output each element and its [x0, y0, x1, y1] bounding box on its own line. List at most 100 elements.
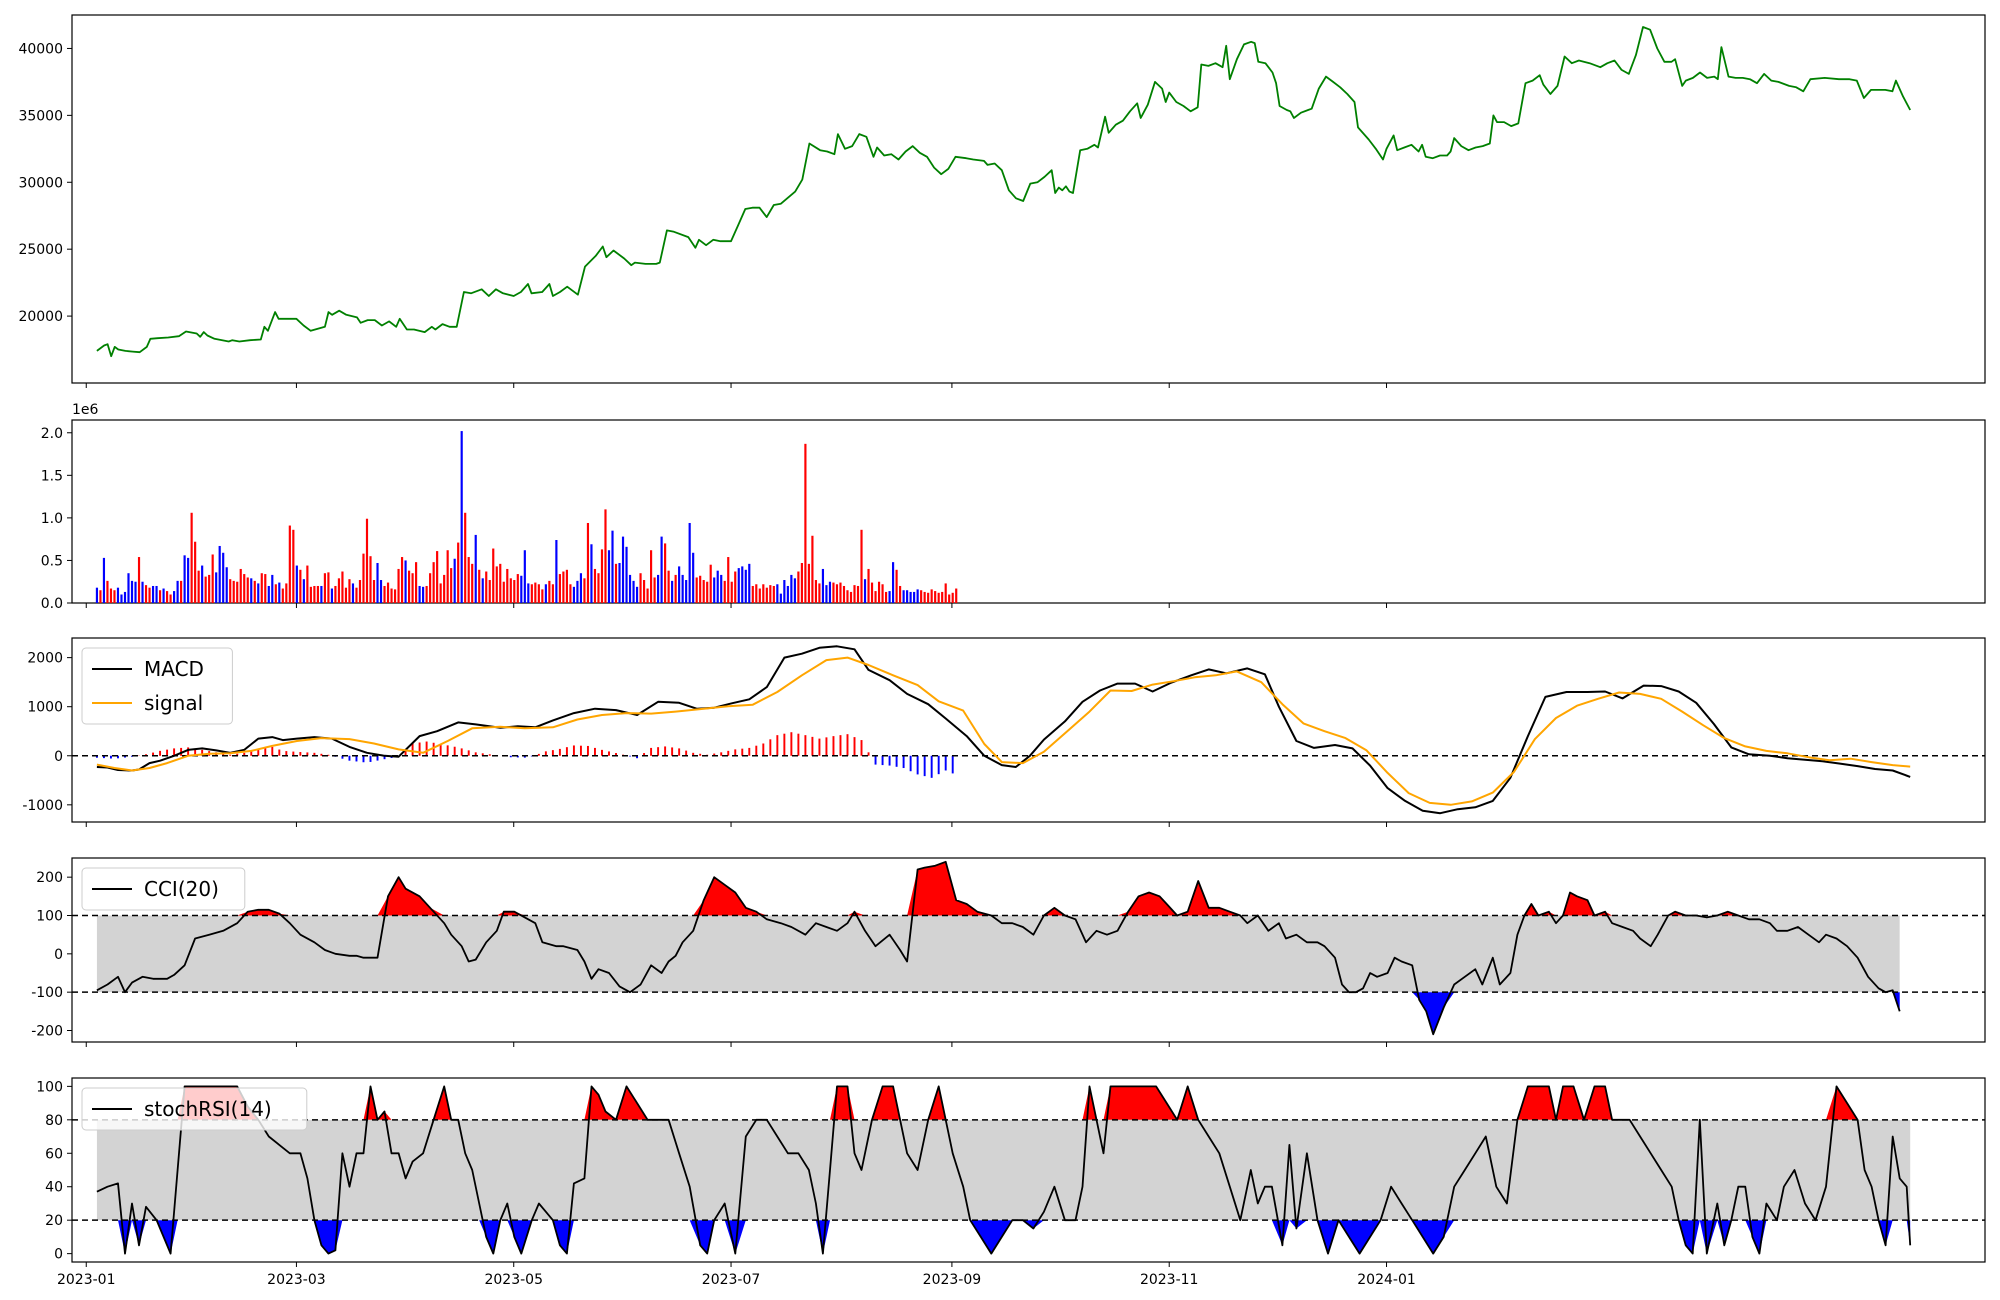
volume-bar [137, 557, 141, 603]
volume-bar [341, 571, 344, 603]
volume-bar [579, 573, 583, 603]
volume-y-tick-label: 1.0 [41, 511, 63, 527]
volume-bar [607, 550, 611, 603]
volume-bar [611, 530, 614, 603]
volume-bar [811, 535, 814, 603]
macd-histogram-bar [362, 755, 365, 763]
cci-y-tick-label: -200 [31, 1024, 63, 1040]
macd-histogram-bar [650, 747, 653, 756]
volume-bar [520, 575, 523, 603]
volume-bar [429, 573, 432, 603]
volume-bar [355, 587, 358, 603]
macd-histogram-bar [425, 741, 428, 756]
volume-bar [313, 585, 316, 603]
volume-bar [807, 563, 810, 603]
volume-bar [365, 518, 369, 603]
volume-bar [194, 541, 197, 603]
macd-histogram-bar [166, 749, 169, 756]
volume-bar [748, 563, 751, 603]
volume-bar [653, 577, 656, 603]
volume-bar [642, 580, 646, 603]
volume-bar [243, 574, 246, 603]
volume-bar [951, 592, 954, 603]
macd-histogram-bar [565, 747, 568, 756]
volume-bar [909, 591, 912, 603]
macd-histogram-bar [348, 755, 351, 761]
volume-bar [856, 585, 860, 603]
macd-histogram-bar [278, 749, 281, 756]
volume-bar [944, 583, 947, 603]
stochrsi-line [96, 1085, 1912, 1255]
volume-bar [492, 548, 495, 603]
volume-bar [330, 588, 334, 603]
macd-histogram-bar [376, 755, 379, 761]
volume-bar [362, 553, 365, 603]
volume-bar [825, 585, 828, 603]
macd-histogram-bar [579, 745, 582, 756]
macd-histogram-bar [229, 754, 232, 756]
volume-bar [941, 591, 944, 603]
volume-bar [225, 567, 228, 603]
x-tick-label: 2023-05 [484, 1272, 543, 1288]
volume-bar [671, 580, 674, 603]
volume-bar [509, 578, 512, 603]
volume-bar [106, 580, 109, 603]
volume-bar [446, 550, 449, 603]
volume-bar [870, 582, 874, 603]
volume-bar [888, 591, 891, 603]
macd-histogram-bar [748, 747, 751, 756]
volume-bar [818, 583, 821, 603]
macd-histogram-bar [355, 755, 358, 762]
volume-bar [162, 588, 165, 603]
volume-bar [323, 573, 326, 603]
macd-histogram-bar [916, 755, 919, 775]
volume-bar [534, 582, 537, 603]
macd-histogram-bar [902, 755, 905, 769]
volume-bar [527, 583, 530, 603]
macd-histogram-bar [306, 752, 309, 756]
volume-bar [625, 546, 628, 603]
volume-bar [204, 576, 207, 603]
volume-panel: 0.0 0.5 1.0 1.5 2.0 1e6 [41, 402, 1986, 612]
volume-bar [769, 585, 772, 603]
macd-histogram-bar [404, 750, 407, 756]
volume-bar [187, 557, 190, 603]
volume-bar [790, 574, 793, 603]
price-line [96, 26, 1911, 358]
macd-histogram-bar [117, 755, 119, 759]
macd-y-tick-label: 2000 [27, 651, 63, 667]
macd-histogram-bar [797, 733, 800, 756]
volume-bar [814, 580, 818, 603]
x-tick-label: 2023-01 [57, 1272, 116, 1288]
volume-bar [635, 586, 639, 603]
macd-histogram-bar [937, 755, 940, 775]
volume-bar [471, 563, 474, 603]
volume-bar [849, 591, 853, 603]
volume-bar [863, 579, 867, 603]
volume-bar [685, 580, 688, 603]
stochrsi-panel: 0 20 40 60 80 100 stochRSI(14) [36, 1077, 1986, 1263]
volume-bar [604, 509, 607, 603]
stochrsi-axes-frame [71, 1077, 1986, 1263]
volume-bar [425, 585, 428, 603]
cci-y-tick-label: 100 [36, 909, 63, 925]
volume-bar [292, 529, 295, 603]
volume-bar [485, 571, 488, 603]
volume-bar [467, 557, 470, 603]
volume-bar [660, 536, 663, 603]
volume-bar [758, 588, 761, 603]
volume-bar [688, 522, 691, 603]
volume-bar [695, 577, 698, 603]
macd-histogram-bar [173, 748, 176, 756]
macd-series-signal [96, 656, 1911, 806]
volume-bar [274, 584, 277, 603]
volume-bar [176, 580, 179, 603]
volume-bar [793, 578, 796, 603]
macd-histogram-bar [530, 755, 533, 757]
macd-histogram-bar [586, 745, 589, 756]
volume-bar [271, 574, 274, 603]
x-tick-label: 2024-01 [1357, 1272, 1416, 1288]
macd-y-tick-label: 1000 [27, 700, 63, 716]
volume-bar [597, 573, 600, 603]
volume-bar [495, 566, 498, 603]
